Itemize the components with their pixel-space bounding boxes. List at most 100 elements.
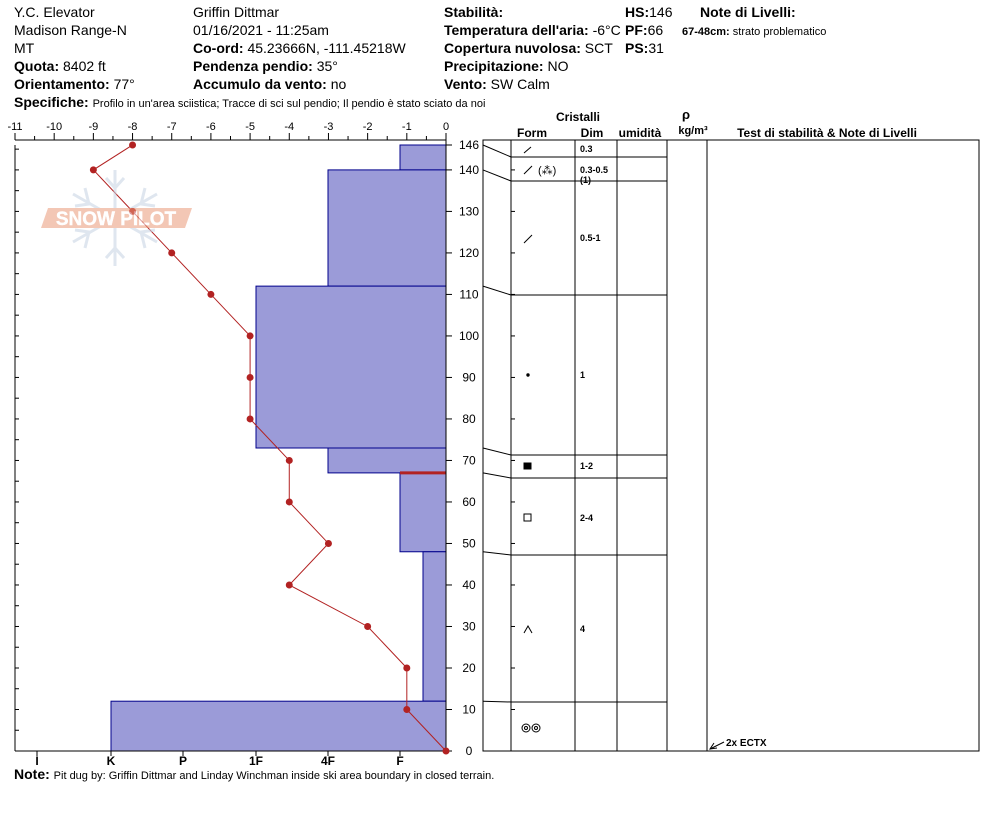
hardness-bar [255, 285, 447, 449]
melt-freeze-icon [531, 723, 541, 733]
height-tick-label: 70 [462, 453, 476, 467]
temp-tick-label: -2 [363, 121, 373, 133]
size-header: Dim [581, 126, 604, 140]
height-tick-label: 120 [459, 246, 479, 260]
air-temperature: Temperatura dell'aria: -6°C [444, 22, 621, 38]
temperature-point [442, 747, 450, 755]
temperature-point [168, 249, 176, 257]
height-tick-label: 80 [462, 412, 476, 426]
slope-angle: Pendenza pendio: 35° [193, 58, 338, 74]
rounded-grain-icon [526, 373, 530, 377]
moisture-header: umidità [619, 126, 662, 140]
hardness-layers [110, 144, 447, 752]
temperature-profile [89, 141, 450, 755]
melt-freeze-icon [534, 726, 538, 730]
height-tick-label: 110 [459, 287, 478, 301]
crystal-size: 2-4 [580, 513, 593, 523]
stability-test-result: 2x ECTX [726, 738, 767, 749]
layer-connector [482, 144, 512, 158]
snowpilot-logo: SNOW PILOT [41, 170, 192, 266]
crystal-size: 0.3-0.5 [580, 165, 608, 175]
layer-connector [482, 169, 512, 182]
temperature-point [285, 456, 293, 464]
hardness-tick-label: P [179, 754, 187, 768]
wind: Vento: SW Calm [444, 76, 550, 92]
hardness-bar [399, 472, 447, 553]
decomposing-icon [523, 146, 532, 154]
precipitation: Precipitazione: NO [444, 58, 569, 74]
hardness-bar [327, 447, 447, 474]
crystal-size: 1 [580, 370, 585, 380]
temp-tick-label: -8 [128, 121, 138, 133]
elevation: Quota: 8402 ft [14, 58, 106, 74]
temp-tick-label: -11 [7, 121, 22, 133]
temperature-point [324, 539, 332, 547]
observer: Griffin Dittmar [193, 4, 280, 20]
datetime: 01/16/2021 - 11:25am [193, 22, 329, 38]
melt-freeze-icon [521, 723, 531, 733]
watermark-text: SNOW PILOT [56, 209, 177, 230]
temp-tick-label: -4 [284, 121, 294, 133]
temperature-point [246, 332, 254, 340]
temp-tick-label: -9 [88, 121, 98, 133]
rounded-facet-icon [523, 462, 532, 470]
form-header: Form [517, 126, 547, 140]
hardness-bar [110, 700, 447, 752]
test-arrow [709, 741, 725, 750]
decomposing-icon [523, 234, 533, 244]
temperature-point [129, 141, 137, 149]
temp-tick-label: -6 [206, 121, 216, 133]
chart-axes: -11 -10 -9 -8 -7 -6 -5 -4 -3 -2 -1 0010203040506070… [7, 121, 479, 768]
height-tick-label: 50 [462, 536, 476, 550]
range: Madison Range-N [14, 22, 127, 38]
temperature-line [92, 144, 447, 752]
temperature-point [403, 664, 411, 672]
temp-tick-label: -3 [324, 121, 334, 133]
hardness-tick-label: 4F [321, 754, 335, 768]
crystals-header: Cristalli [556, 110, 600, 124]
temperature-point [89, 166, 97, 174]
layer-connector [482, 447, 512, 456]
height-tick-label: 60 [462, 495, 476, 509]
crystal-size: 1-2 [580, 461, 593, 471]
height-tick-label: 20 [462, 661, 476, 675]
footer-note: Note: Pit dug by: Griffin Dittmar and Li… [14, 766, 495, 782]
temperature-point [207, 290, 215, 298]
height-tick-label: 130 [459, 204, 479, 218]
crystal-size: 0.5-1 [580, 233, 601, 243]
crystal-table: Cristalli Form Dim umidità ρ kg/m³ Test di sta… [482, 107, 980, 752]
temperature-point [246, 415, 254, 423]
height-tick-label: 40 [462, 578, 476, 592]
test-arrow-head [708, 742, 718, 750]
density-unit: kg/m³ [678, 125, 708, 137]
cloud-cover: Copertura nuvolosa: SCT [444, 40, 613, 56]
temp-tick-label: -7 [167, 121, 177, 133]
height-tick-label: 140 [459, 163, 479, 177]
temp-tick-label: -1 [402, 121, 412, 133]
location: Y.C. Elevator [14, 4, 95, 20]
density-symbol: ρ [682, 107, 690, 122]
facet-icon [523, 513, 532, 522]
temperature-point [285, 498, 293, 506]
melt-freeze-icon [524, 726, 528, 730]
decomposing-icon [523, 165, 533, 175]
snow-height: HS:146 [625, 4, 673, 20]
layer-connector [482, 700, 512, 703]
table-frame [482, 139, 980, 752]
layer-connector [482, 285, 512, 296]
aspect: Orientamento: 77° [14, 76, 135, 92]
layer-connector [482, 472, 512, 479]
hardness-tick-label: I [35, 754, 38, 768]
layer-notes-title: Note di Livelli: [700, 4, 796, 20]
crystal-size: (1) [580, 175, 591, 185]
temp-tick-label: -10 [46, 121, 62, 133]
hardness-bar [327, 169, 447, 287]
crystal-size: 4 [580, 624, 585, 634]
height-tick-label: 0 [466, 744, 473, 758]
crystal-size: 0.3 [580, 144, 593, 154]
hardness-tick-label: K [107, 754, 116, 768]
depth-hoar-icon [523, 624, 533, 634]
wind-loading: Accumulo da vento: no [193, 76, 347, 92]
ski-penetration: PS:31 [625, 40, 664, 56]
height-tick-label: 10 [462, 702, 476, 716]
